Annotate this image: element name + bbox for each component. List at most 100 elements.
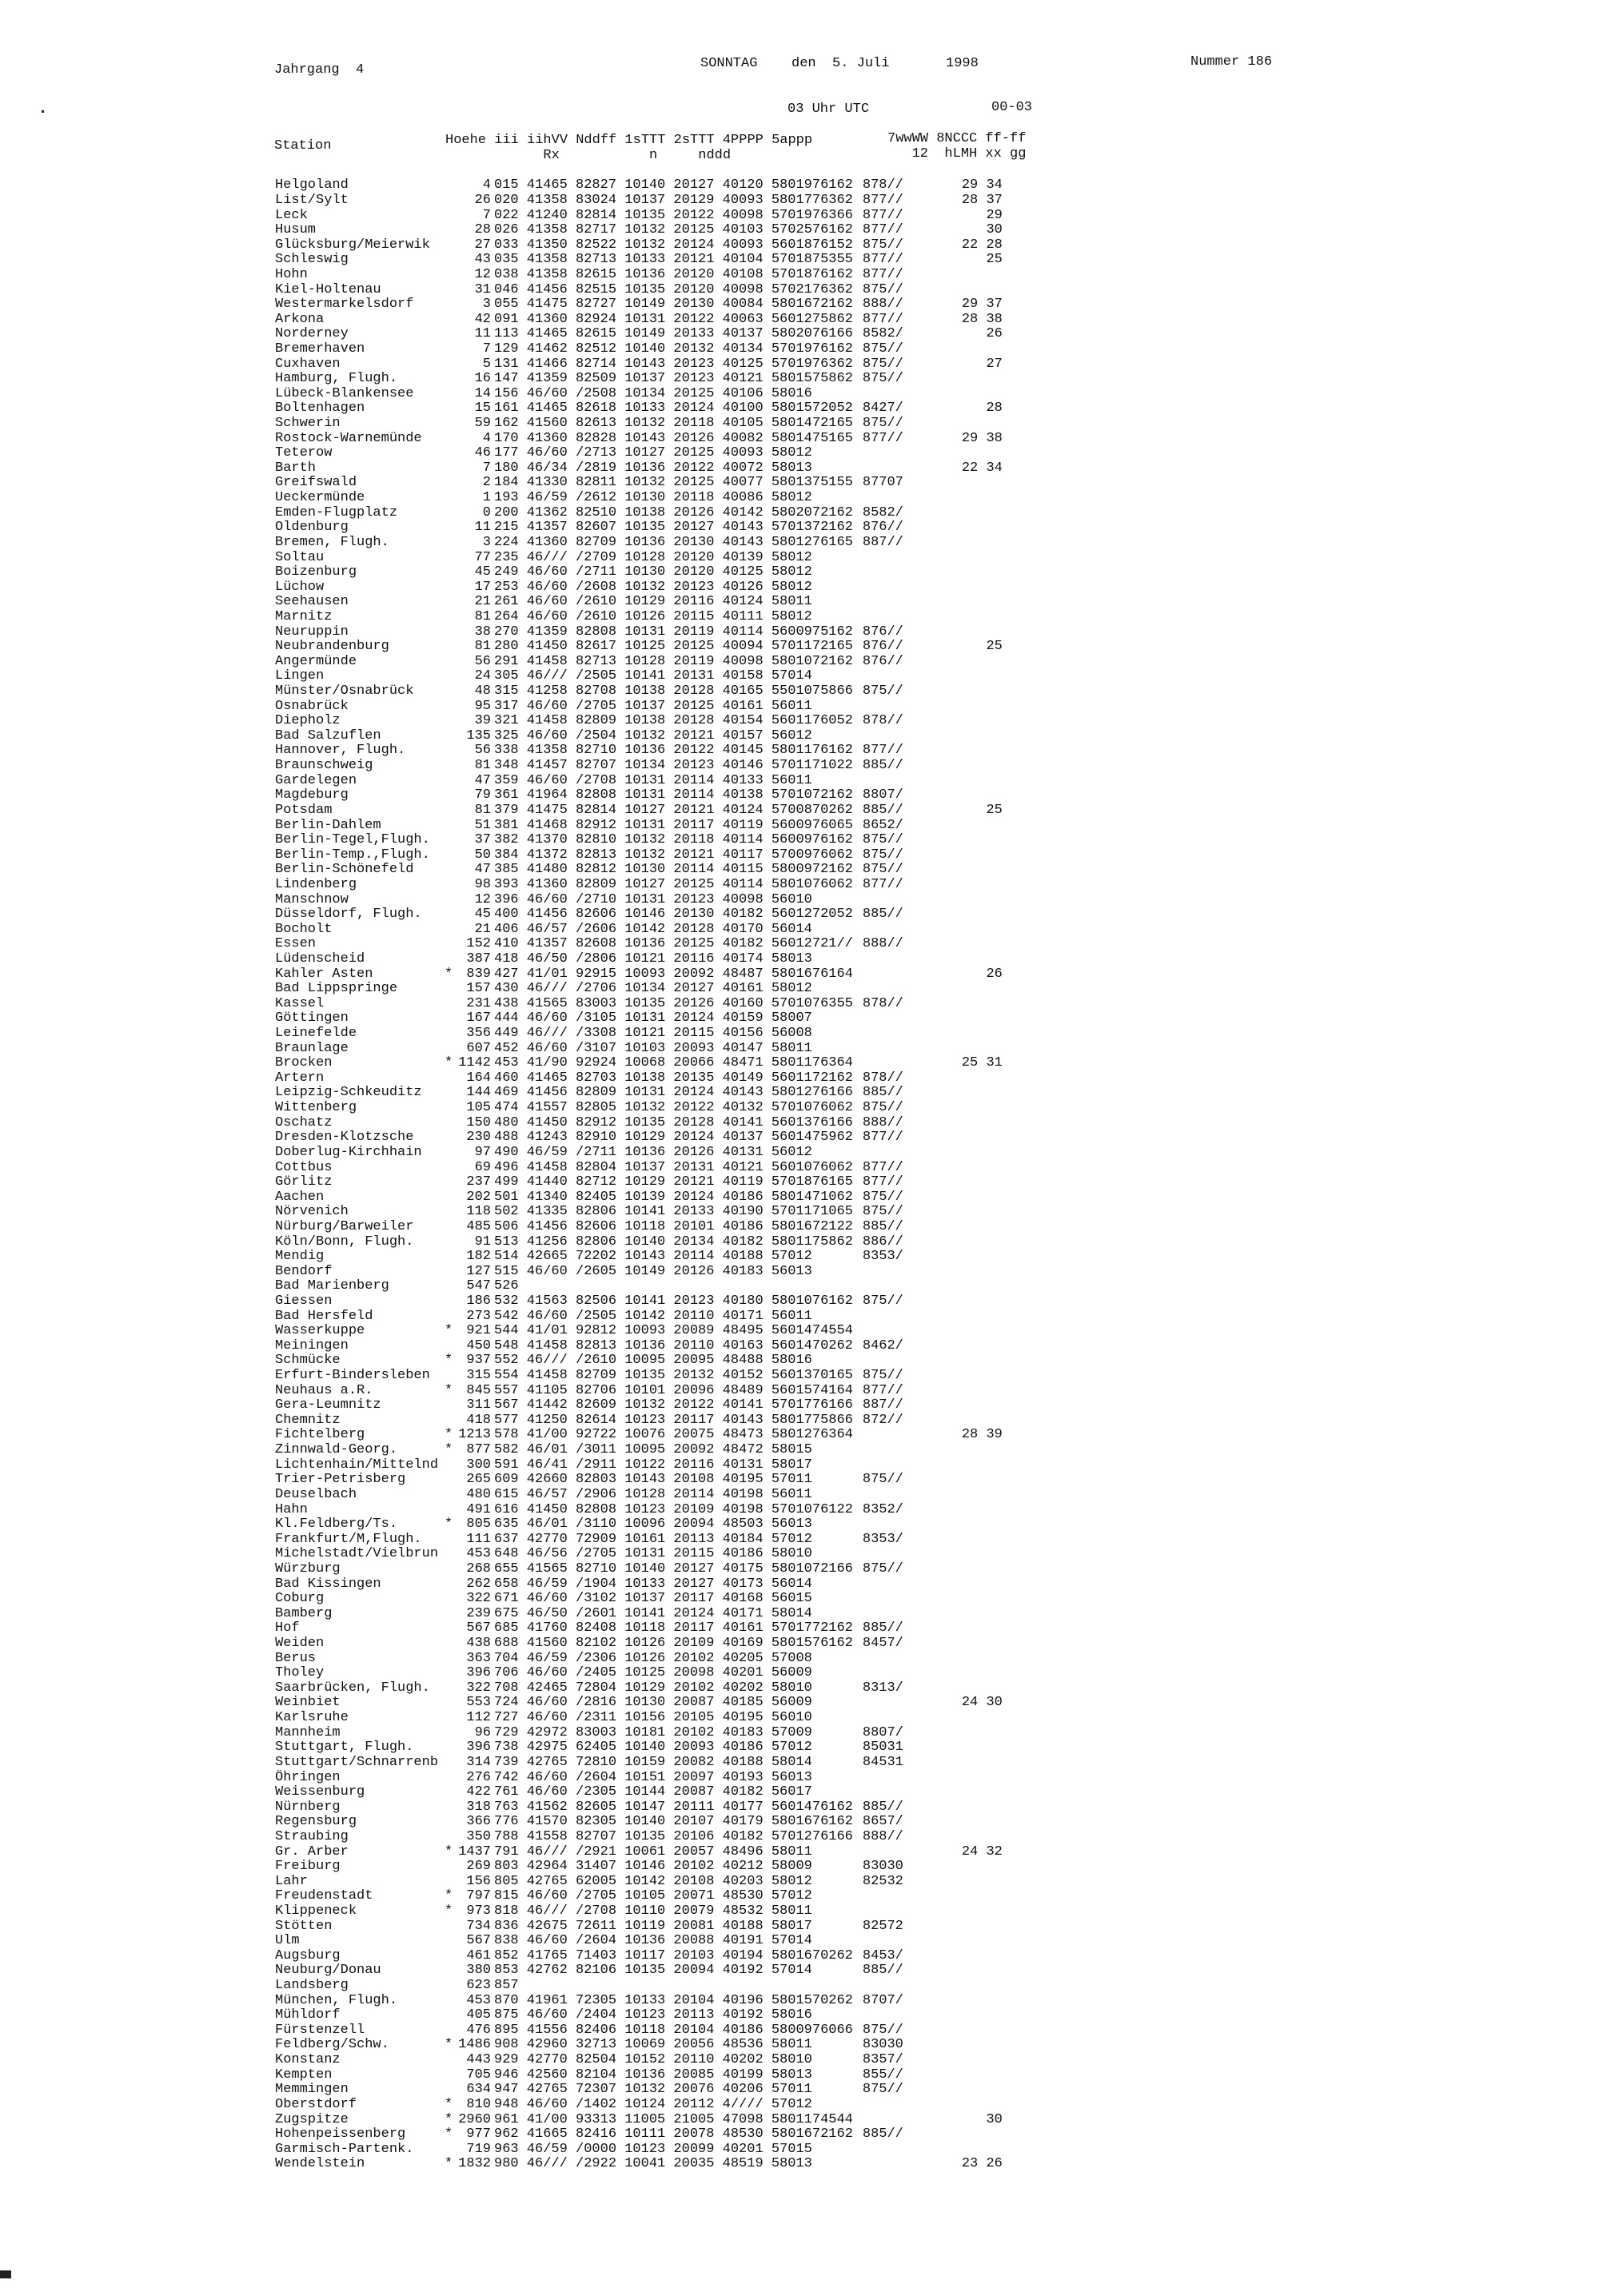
station-row: Soltau 77 235 46/// /2709 10128 20120 4013…: [273, 550, 1003, 565]
station-row: Mendig 182 514 42665 72202 10143 20114 401…: [273, 1250, 1003, 1265]
station-name: Neuburg/Donau: [275, 1963, 381, 1979]
wind-gusts: [959, 476, 1003, 491]
observation-groups: 453 41/90 92924 10068 20066 48471 58011: [494, 1055, 812, 1071]
station-height: 839: [466, 967, 491, 982]
station-name: Hohn: [275, 267, 308, 282]
wind-gusts: [959, 1026, 1003, 1042]
wind-gusts: [959, 1011, 1003, 1026]
synop-group-7: 76362: [811, 357, 853, 372]
observation-groups: 427 41/01 92915 10093 20092 48487 58016: [494, 967, 812, 982]
wind-gusts: 29 38: [961, 431, 1003, 446]
synop-group-7: [812, 1963, 863, 1979]
station-name: Kiel-Holtenau: [275, 282, 381, 297]
wind-gusts: [959, 595, 1003, 610]
station-row: Bocholt 21 406 46/57 /2606 10142 20128 401…: [273, 922, 1003, 937]
station-row: Regensburg 366 776 41570 82305 10140 20107…: [273, 1815, 1003, 1830]
elevated-marker: [445, 1279, 454, 1294]
station-height: 1437: [458, 1844, 491, 1860]
station-name: Wasserkuppe: [275, 1323, 365, 1339]
station-name: Rostock-Warnemünde: [275, 431, 422, 446]
elevated-marker: [445, 1398, 454, 1413]
elevated-marker: [445, 1234, 454, 1250]
synop-group-7: [812, 1756, 863, 1771]
observation-groups: 385 41480 82812 10130 20114 40115 58009: [494, 863, 812, 878]
station-row: Bad Lippspringe 157 430 46/// /2706 10134 …: [273, 982, 1003, 997]
elevated-marker: [445, 491, 454, 506]
synop-group-8: [863, 1666, 959, 1681]
synop-group-8: 8353/: [862, 1532, 903, 1547]
station-name: Tholey: [275, 1665, 325, 1681]
station-row: Braunschweig 81 348 41457 82707 10134 2012…: [273, 759, 1003, 774]
station-row: Neuruppin 38 270 41359 82808 10131 20119 4…: [273, 624, 1003, 640]
wind-gusts: [959, 1979, 1003, 1994]
synop-group-8: 885//: [862, 1086, 903, 1101]
synop-group-7: 76162: [811, 1800, 853, 1815]
station-name: Lichtenhain/Mittelnd: [275, 1457, 439, 1473]
station-height: 43: [474, 253, 491, 268]
elevated-marker: [445, 892, 454, 907]
elevated-marker: *: [445, 1055, 453, 1071]
observation-groups: 035 41358 82713 10133 20121 40104 57018: [494, 253, 812, 268]
station-name: Garmisch-Partenk.: [275, 2142, 414, 2157]
synop-group-7: [812, 1651, 863, 1666]
station-height: 3: [482, 535, 491, 550]
station-row: Lüdenscheid 387 418 46/50 /2806 10121 2011…: [273, 952, 1003, 967]
observation-groups: 688 41560 82102 10126 20109 40169 58015: [494, 1636, 812, 1652]
elevated-marker: *: [445, 1442, 453, 1458]
elevated-marker: [445, 1294, 454, 1309]
elevated-marker: [445, 342, 454, 357]
synop-group-7: [812, 1844, 863, 1860]
elevated-marker: [445, 431, 454, 446]
elevated-marker: [445, 297, 454, 313]
synop-group-8: [863, 967, 959, 982]
synop-group-7: 75165: [811, 431, 853, 446]
station-name: Potsdam: [275, 803, 333, 818]
station-row: Meiningen 450 548 41458 82813 10136 20110 …: [273, 1339, 1003, 1354]
station-height: 144: [466, 1086, 491, 1101]
synop-group-8: 878//: [862, 713, 903, 729]
synop-group-8: 878//: [862, 1070, 903, 1086]
station-height: 634: [466, 2083, 491, 2098]
observation-groups: 264 46/60 /2610 10126 20115 40111 58012: [494, 609, 812, 624]
station-row: Schwerin 59 162 41560 82613 10132 20118 40…: [273, 417, 1003, 432]
synop-group-8: [863, 595, 959, 610]
station-name: Bendorf: [275, 1264, 333, 1279]
synop-group-8: 8457/: [862, 1636, 903, 1652]
synop-group-8: [863, 446, 959, 461]
synop-group-7: [812, 387, 863, 402]
station-name: Ulm: [275, 1933, 300, 1949]
station-height: 31: [474, 282, 491, 297]
synop-group-7: 75962: [811, 1130, 853, 1146]
synop-group-8: 87707: [862, 476, 903, 491]
synop-group-8: [863, 1309, 959, 1324]
wind-gusts: [959, 1725, 1003, 1740]
elevated-marker: [445, 1740, 454, 1756]
synop-group-8: 877//: [862, 222, 903, 238]
station-row: Arkona 42 091 41360 82924 10131 20122 4006…: [273, 312, 1003, 327]
station-height: 405: [466, 2007, 491, 2023]
synop-group-8: [863, 773, 959, 788]
synop-group-8: 885//: [862, 1621, 903, 1636]
observation-groups: 393 41360 82809 10127 20125 40114 58010: [494, 877, 812, 892]
elevated-marker: [445, 2142, 454, 2157]
observation-groups: 161 41465 82618 10133 20124 40100 58015: [494, 401, 812, 417]
station-row: Hohenpeissenberg * 977 962 41665 82416 1011…: [273, 2127, 1003, 2143]
synop-group-7: 76364: [811, 1428, 853, 1443]
elevated-marker: [445, 624, 454, 640]
wind-gusts: [959, 1294, 1003, 1309]
synop-group-7: [812, 1309, 863, 1324]
observation-groups: 046 41456 82515 10135 20120 40098 57021: [494, 282, 812, 297]
synop-group-7: 76362: [811, 282, 853, 297]
station-name: Aachen: [275, 1190, 325, 1205]
wind-gusts: 26: [986, 327, 1003, 342]
wind-gusts: [959, 1115, 1003, 1130]
synop-group-8: 82572: [862, 1919, 903, 1934]
synop-group-7: 70262: [811, 803, 853, 818]
synop-group-7: [812, 2053, 863, 2068]
elevated-marker: [445, 1785, 454, 1800]
observation-groups: 499 41440 82712 10129 20121 40119 57018: [494, 1174, 812, 1190]
synop-group-7: 72166: [811, 1561, 853, 1577]
wind-gusts: [959, 773, 1003, 788]
station-name: Wendelstein: [275, 2157, 365, 2172]
observation-groups: 400 41456 82606 10146 20130 40182 56012: [494, 907, 812, 923]
